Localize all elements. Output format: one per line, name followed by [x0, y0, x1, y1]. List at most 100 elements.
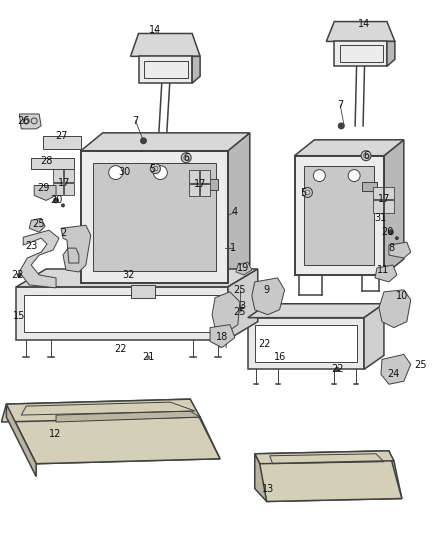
Text: 4: 4 [232, 207, 238, 217]
Text: 11: 11 [377, 265, 389, 275]
Polygon shape [1, 399, 200, 422]
Polygon shape [16, 287, 228, 340]
Bar [362, 182, 377, 191]
Text: 12: 12 [49, 429, 61, 439]
Circle shape [237, 307, 243, 313]
Polygon shape [379, 290, 411, 328]
Text: 14: 14 [149, 25, 162, 35]
Text: 16: 16 [273, 352, 286, 362]
Bar [384, 187, 394, 199]
Text: 6: 6 [363, 151, 369, 161]
Polygon shape [7, 399, 220, 464]
Circle shape [181, 153, 191, 163]
Text: 17: 17 [58, 177, 70, 188]
Polygon shape [93, 163, 216, 271]
Polygon shape [252, 278, 285, 314]
Text: 5: 5 [149, 164, 155, 174]
Text: 7: 7 [337, 100, 343, 110]
Text: 29: 29 [37, 183, 49, 193]
Bar [200, 169, 210, 182]
Text: 17: 17 [194, 179, 206, 189]
Polygon shape [24, 295, 220, 332]
Bar [373, 187, 383, 199]
Text: 28: 28 [40, 156, 52, 166]
Text: 20: 20 [50, 196, 62, 205]
Bar [64, 168, 74, 182]
Text: 17: 17 [378, 195, 390, 205]
Bar [200, 183, 210, 197]
Polygon shape [29, 219, 45, 232]
Polygon shape [7, 404, 36, 477]
Text: 14: 14 [358, 19, 370, 29]
Polygon shape [19, 230, 59, 288]
Polygon shape [387, 42, 395, 66]
Polygon shape [236, 262, 252, 275]
Text: 25: 25 [233, 285, 246, 295]
Polygon shape [7, 417, 220, 464]
Circle shape [262, 341, 267, 346]
Polygon shape [384, 140, 404, 275]
Polygon shape [228, 269, 258, 340]
Text: 23: 23 [25, 241, 37, 251]
Polygon shape [16, 269, 258, 287]
Circle shape [53, 197, 59, 204]
Text: 8: 8 [389, 243, 395, 253]
Polygon shape [255, 451, 402, 502]
Bar [189, 169, 199, 182]
Circle shape [140, 138, 147, 144]
Polygon shape [294, 140, 404, 156]
Text: 25: 25 [414, 360, 427, 370]
Text: 25: 25 [233, 306, 246, 317]
Text: 13: 13 [261, 483, 274, 494]
Text: 22: 22 [114, 344, 127, 354]
Text: 5: 5 [300, 189, 307, 198]
Bar [373, 200, 383, 213]
Circle shape [150, 164, 160, 174]
Polygon shape [61, 225, 91, 272]
Circle shape [314, 169, 325, 182]
Polygon shape [260, 461, 402, 502]
Text: 24: 24 [388, 369, 400, 379]
Circle shape [377, 214, 385, 222]
Text: 10: 10 [396, 291, 408, 301]
Polygon shape [131, 285, 155, 298]
Polygon shape [381, 354, 411, 384]
Text: 2: 2 [60, 228, 66, 238]
Polygon shape [326, 21, 395, 42]
Text: 1: 1 [230, 243, 236, 253]
Polygon shape [248, 304, 384, 318]
Polygon shape [131, 34, 200, 56]
Polygon shape [389, 242, 411, 258]
Polygon shape [255, 451, 394, 464]
Bar [200, 179, 218, 190]
Text: 9: 9 [264, 285, 270, 295]
Circle shape [124, 168, 130, 174]
Polygon shape [248, 318, 364, 369]
Text: 20: 20 [382, 227, 394, 237]
Text: 22: 22 [331, 365, 343, 374]
Polygon shape [210, 325, 235, 348]
Circle shape [388, 229, 394, 235]
Bar [384, 200, 394, 213]
Circle shape [335, 367, 340, 372]
Polygon shape [34, 185, 56, 200]
Polygon shape [228, 133, 250, 283]
Text: 22: 22 [11, 270, 24, 280]
Circle shape [120, 317, 125, 322]
Circle shape [395, 236, 399, 240]
Text: 3: 3 [240, 301, 246, 311]
Polygon shape [212, 292, 240, 332]
Text: 15: 15 [13, 311, 25, 321]
Polygon shape [375, 265, 397, 282]
Polygon shape [334, 42, 387, 66]
Circle shape [146, 356, 150, 359]
Polygon shape [294, 156, 384, 275]
Text: 6: 6 [183, 152, 189, 163]
Polygon shape [43, 136, 81, 149]
Circle shape [303, 188, 312, 197]
Polygon shape [56, 411, 200, 422]
Polygon shape [304, 166, 374, 265]
Text: 19: 19 [237, 263, 249, 273]
Text: 7: 7 [132, 116, 139, 126]
Polygon shape [255, 325, 357, 362]
